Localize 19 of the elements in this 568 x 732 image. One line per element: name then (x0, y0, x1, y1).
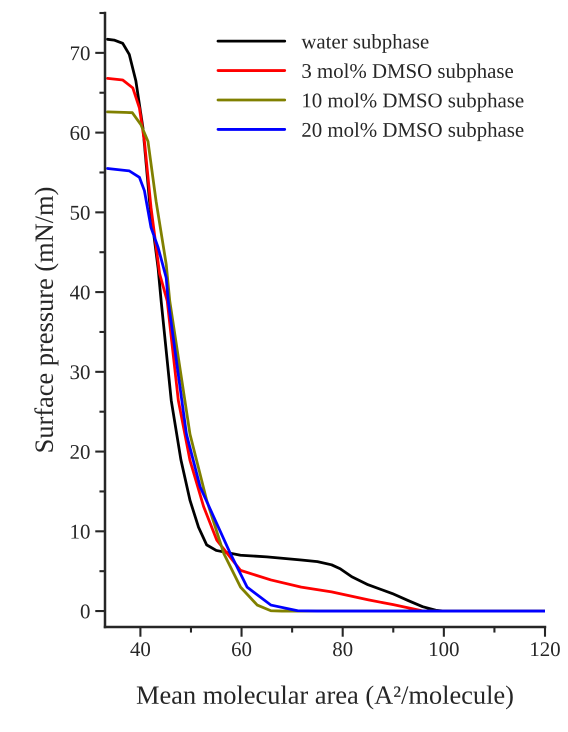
x-tick-label: 120 (531, 642, 560, 656)
y-tick-label: 20 (70, 444, 90, 460)
y-tick-label: 40 (70, 285, 90, 300)
x-tick-label: 40 (130, 642, 150, 656)
y-tick-label: 10 (71, 524, 90, 539)
legend-label: water subphase (301, 34, 428, 53)
y-tick-label: 30 (70, 365, 90, 380)
y-tick-label: 70 (70, 46, 90, 60)
x-tick-label: 60 (232, 642, 252, 656)
y-tick-label: 0 (80, 604, 90, 618)
legend-label: 3 mol% DMSO subphase (302, 63, 514, 82)
y-tick-label: 50 (70, 206, 90, 220)
y-axis-title: Surface pressure (mN/m) (34, 188, 58, 452)
legend-label: 10 mol% DMSO subphase (303, 92, 524, 112)
x-tick-label: 100 (430, 642, 459, 656)
legend-label: 20 mol% DMSO subphase (302, 122, 524, 142)
x-tick-label: 80 (333, 642, 352, 656)
y-tick-label: 60 (70, 126, 90, 140)
x-axis-title: Mean molecular area (A²/molecule) (136, 685, 513, 710)
